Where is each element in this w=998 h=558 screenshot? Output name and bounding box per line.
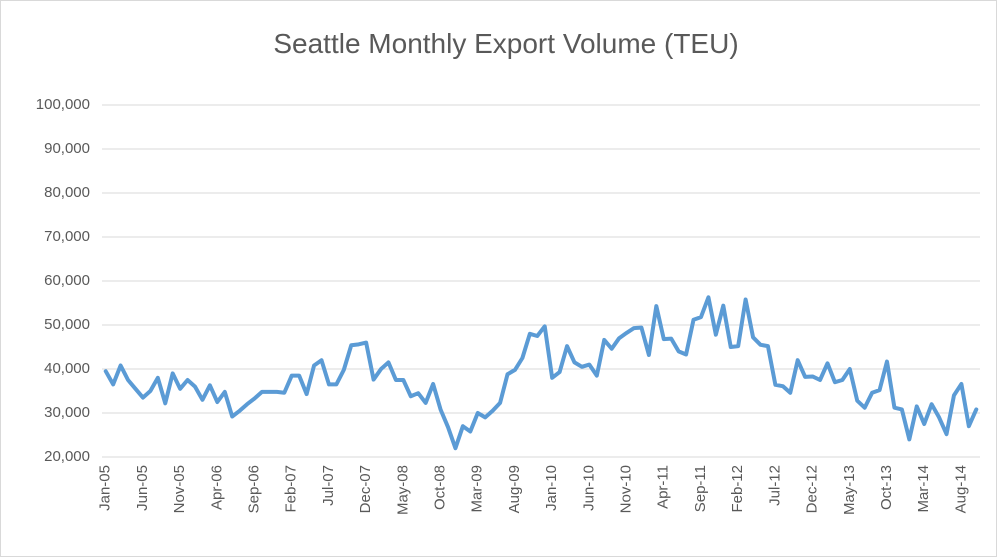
x-tick-label: Jul-12 <box>766 465 783 506</box>
x-tick-label: Apr-11 <box>655 465 672 509</box>
x-tick-label: Oct-08 <box>432 465 449 510</box>
x-tick-label: Apr-06 <box>208 465 225 510</box>
x-tick-label: Mar-09 <box>469 465 486 513</box>
x-tick-label: Aug-09 <box>506 465 523 513</box>
x-tick-label: Nov-10 <box>618 465 635 513</box>
x-tick-label: Dec-07 <box>357 465 374 513</box>
x-tick-label: Nov-05 <box>171 465 188 513</box>
x-tick-label: Feb-12 <box>729 465 746 513</box>
x-tick-label: Sep-11 <box>692 465 709 512</box>
x-tick-label: Jan-10 <box>543 465 560 511</box>
x-tick-label: Jun-10 <box>580 465 597 511</box>
x-tick-label: Dec-12 <box>804 465 821 513</box>
x-tick-label: Jun-05 <box>134 465 151 511</box>
x-tick-label: Jul-07 <box>320 465 337 506</box>
chart-title: Seattle Monthly Export Volume (TEU) <box>273 28 738 59</box>
x-tick-label: May-13 <box>841 465 858 515</box>
y-tick-label: 70,000 <box>44 228 90 245</box>
x-tick-label: Jan-05 <box>97 465 114 511</box>
y-tick-label: 50,000 <box>44 316 90 333</box>
y-tick-label: 80,000 <box>44 184 90 201</box>
x-tick-label: May-08 <box>394 465 411 515</box>
y-tick-label: 40,000 <box>44 360 90 377</box>
data-line <box>103 295 979 451</box>
y-tick-label: 30,000 <box>44 404 90 421</box>
x-tick-label: Oct-13 <box>878 465 895 510</box>
y-tick-label: 100,000 <box>36 96 90 113</box>
y-tick-label: 60,000 <box>44 272 90 289</box>
y-tick-label: 20,000 <box>44 448 90 465</box>
x-tick-label: Aug-14 <box>952 465 969 513</box>
y-tick-label: 90,000 <box>44 140 90 157</box>
x-tick-label: Mar-14 <box>915 465 932 513</box>
x-tick-label: Sep-06 <box>246 465 263 513</box>
x-tick-label: Feb-07 <box>283 465 300 513</box>
